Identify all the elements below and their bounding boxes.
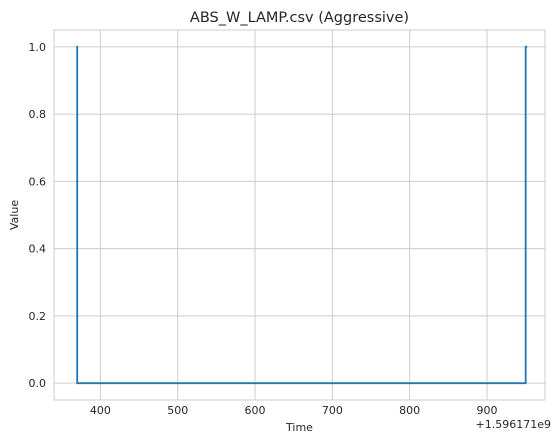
- x-tick-label: 900: [477, 404, 498, 417]
- y-tick-label: 0.2: [29, 310, 47, 323]
- y-tick-label: 0.8: [29, 108, 47, 121]
- x-tick-label: 500: [167, 404, 188, 417]
- y-axis-ticks: 0.0 0.2 0.4 0.6 0.8 1.0: [29, 41, 47, 390]
- y-axis-label: Value: [8, 200, 21, 230]
- plot-frame: [53, 29, 546, 401]
- x-axis-ticks: 400 500 600 700 800 900: [90, 404, 498, 417]
- y-tick-label: 0.0: [29, 377, 47, 390]
- x-axis-offset-label: +1.596171e9: [476, 418, 551, 431]
- chart-title: ABS_W_LAMP.csv (Aggressive): [190, 10, 409, 26]
- x-axis-label: Time: [285, 421, 313, 434]
- grid: [54, 30, 545, 400]
- y-tick-label: 0.4: [29, 243, 47, 256]
- y-tick-label: 1.0: [29, 41, 47, 54]
- x-tick-label: 800: [399, 404, 420, 417]
- x-tick-label: 700: [322, 404, 343, 417]
- x-tick-label: 600: [245, 404, 266, 417]
- y-tick-label: 0.6: [29, 175, 47, 188]
- series-line: [76, 45, 528, 385]
- x-tick-label: 400: [90, 404, 111, 417]
- series-layer: [76, 45, 528, 385]
